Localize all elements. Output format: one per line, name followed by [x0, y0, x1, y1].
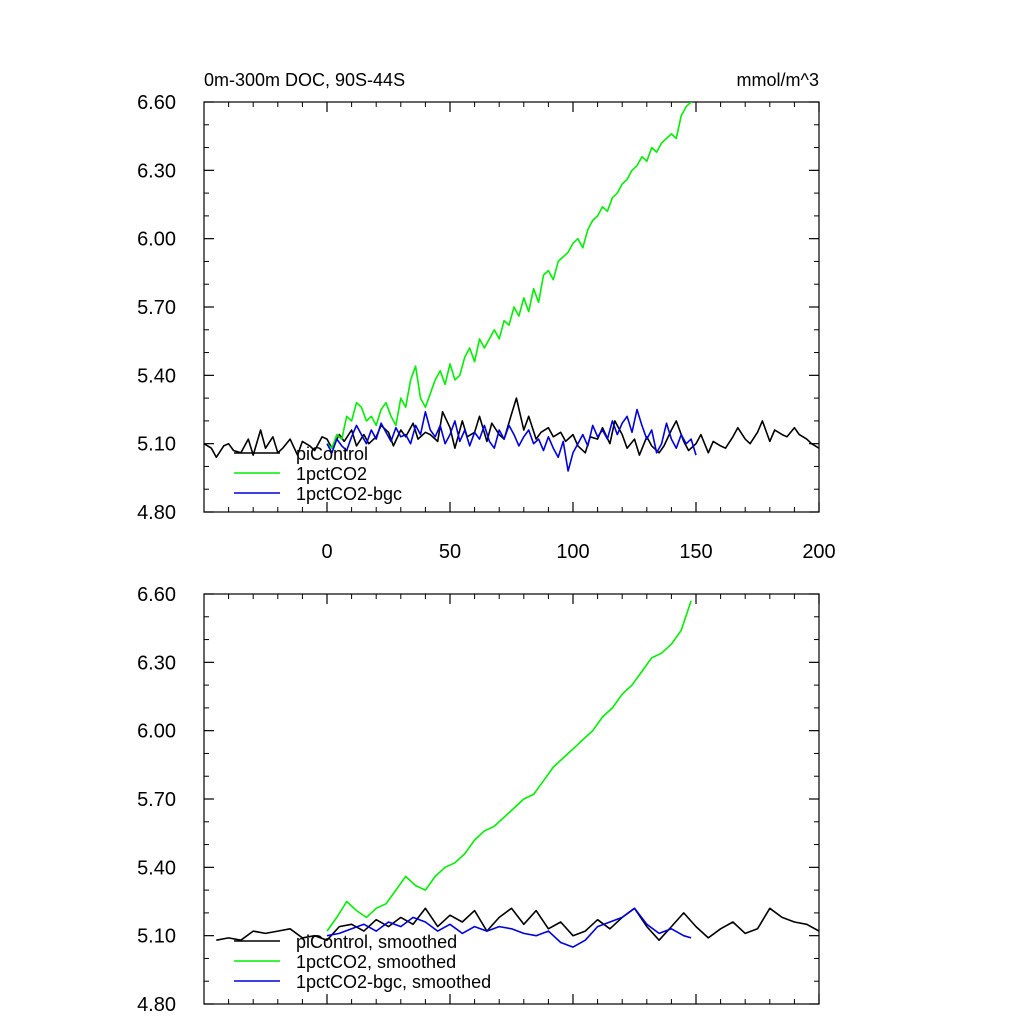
series-line-1pctco2-bgc-smoothed	[326, 907, 692, 948]
y-tick-label: 6.00	[137, 721, 176, 743]
y-tick-label: 5.70	[137, 297, 176, 319]
x-tick-label: 150	[679, 541, 712, 563]
series-line-1pctco2-smoothed	[326, 600, 692, 932]
x-tick-label: 100	[556, 541, 589, 563]
x-tick-label: 50	[439, 541, 461, 563]
top-panel-plot: 0 50 100 150 200 4.80 5.10 5.40 5.70 6.00 6.30 6.60…	[137, 92, 836, 563]
y-tick-label: 5.70	[137, 789, 176, 811]
series-line-picontrol-smoothed	[216, 907, 819, 942]
x-tick-label: 200	[802, 541, 835, 563]
series-group	[216, 600, 819, 948]
top-panel-title: 0m-300m DOC, 90S-44S	[204, 70, 405, 90]
legend-label: piControl	[296, 444, 368, 464]
series-line-1pctco2	[326, 102, 693, 450]
legend-label: 1pctCO2, smoothed	[296, 952, 456, 972]
top-panel-units: mmol/m^3	[737, 70, 819, 90]
legend-label: 1pctCO2-bgc	[296, 484, 402, 504]
y-tick-label: 6.60	[137, 584, 176, 606]
y-tick-label: 6.30	[137, 652, 176, 674]
bottom-panel-plot: 4.80 5.10 5.40 5.70 6.00 6.30 6.60 piControl, s…	[137, 584, 820, 1016]
y-tick-label: 6.00	[137, 229, 176, 251]
top-panel: 0m-300m DOC, 90S-44S mmol/m^3 0 50 100 150 2…	[137, 70, 836, 563]
series-line-1pctco2-bgc	[326, 408, 697, 472]
y-tick-label: 5.10	[137, 926, 176, 948]
y-tick-label: 6.60	[137, 92, 176, 114]
y-tick-label: 4.80	[137, 994, 176, 1016]
y-tick-label: 5.40	[137, 365, 176, 387]
series-group	[204, 102, 819, 472]
x-tick-label: 0	[321, 541, 332, 563]
bottom-panel: 4.80 5.10 5.40 5.70 6.00 6.30 6.60 piControl, s…	[137, 584, 820, 1016]
y-tick-label: 5.40	[137, 857, 176, 879]
y-tick-label: 4.80	[137, 502, 176, 524]
y-tick-label: 6.30	[137, 160, 176, 182]
y-tick-label: 5.10	[137, 434, 176, 456]
legend-label: 1pctCO2	[296, 464, 367, 484]
legend-label: piControl, smoothed	[296, 932, 457, 952]
legend-label: 1pctCO2-bgc, smoothed	[296, 972, 491, 992]
series-line-picontrol	[204, 397, 819, 459]
